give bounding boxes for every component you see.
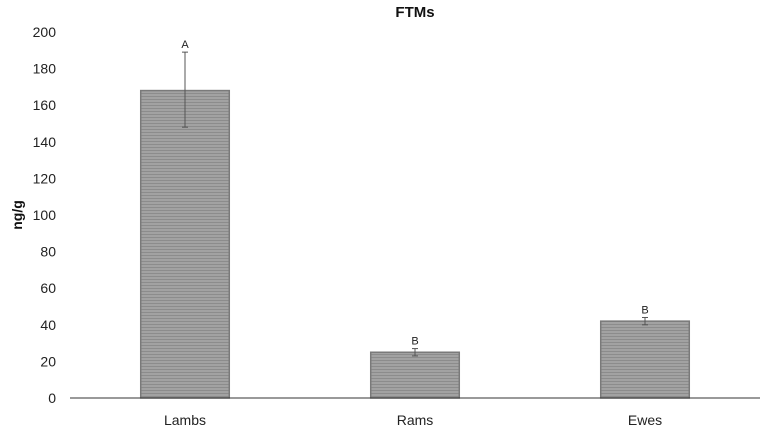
y-axis-label: ng/g <box>9 200 25 230</box>
y-axis-ticks: 0 20 40 60 80 100 120 140 160 180 200 <box>33 24 57 406</box>
x-axis-categories: Lambs Rams Ewes <box>164 412 662 428</box>
significance-label-rams: B <box>411 336 418 348</box>
chart-title: FTMs <box>395 4 434 21</box>
bar-ewes <box>599 320 691 399</box>
y-tick-label: 60 <box>40 280 56 296</box>
y-tick-label: 200 <box>33 24 57 40</box>
y-tick-label: 40 <box>40 317 56 333</box>
x-category-rams: Rams <box>397 412 434 428</box>
y-tick-label: 160 <box>33 97 57 113</box>
y-tick-label: 140 <box>33 134 57 150</box>
y-tick-label: 20 <box>40 353 56 369</box>
bar-rams <box>369 351 461 399</box>
significance-label-lambs: A <box>181 39 189 51</box>
y-tick-label: 80 <box>40 244 56 260</box>
x-category-lambs: Lambs <box>164 412 206 428</box>
y-tick-label: 0 <box>48 390 56 406</box>
significance-labels: A B B <box>181 39 648 347</box>
y-tick-label: 180 <box>33 61 57 77</box>
y-tick-label: 100 <box>33 207 57 223</box>
y-tick-label: 120 <box>33 170 57 186</box>
bar-lambs <box>139 89 231 399</box>
x-category-ewes: Ewes <box>628 412 662 428</box>
error-bars <box>182 51 648 357</box>
significance-label-ewes: B <box>641 304 648 316</box>
